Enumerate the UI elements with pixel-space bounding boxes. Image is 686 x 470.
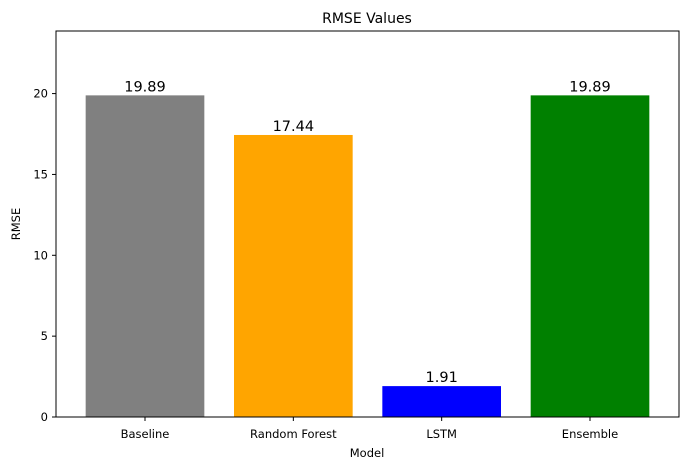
x-tick-label: Ensemble <box>562 427 618 441</box>
data-label-random-forest: 17.44 <box>273 119 315 135</box>
y-axis-label: RMSE <box>9 208 23 240</box>
x-tick-label: Baseline <box>121 427 170 441</box>
data-label-lstm: 1.91 <box>426 370 458 386</box>
x-tick-label: LSTM <box>426 427 457 441</box>
x-axis-label: Model <box>350 446 385 460</box>
bars-group <box>85 95 650 417</box>
plot-frame <box>55 30 680 418</box>
chart-title: RMSE Values <box>322 11 412 27</box>
bar-ensemble <box>530 95 650 417</box>
ticks-group: Baseline Random Forest LSTM Ensemble 0 5 10 15 2… <box>33 87 618 441</box>
data-label-ensemble: 19.89 <box>569 79 611 95</box>
y-tick-label: 20 <box>33 87 48 101</box>
x-tick-label: Random Forest <box>250 427 337 441</box>
y-tick-label: 10 <box>33 248 48 262</box>
y-tick-label: 15 <box>33 167 48 181</box>
bar-random-forest <box>234 134 353 417</box>
bar-lstm <box>382 386 501 417</box>
data-label-baseline: 19.89 <box>124 79 166 95</box>
y-tick-label: 0 <box>41 410 48 424</box>
bar-baseline <box>85 95 205 417</box>
y-tick-label: 5 <box>41 329 48 343</box>
data-labels-group: 19.89 17.44 1.91 19.89 <box>124 79 611 386</box>
